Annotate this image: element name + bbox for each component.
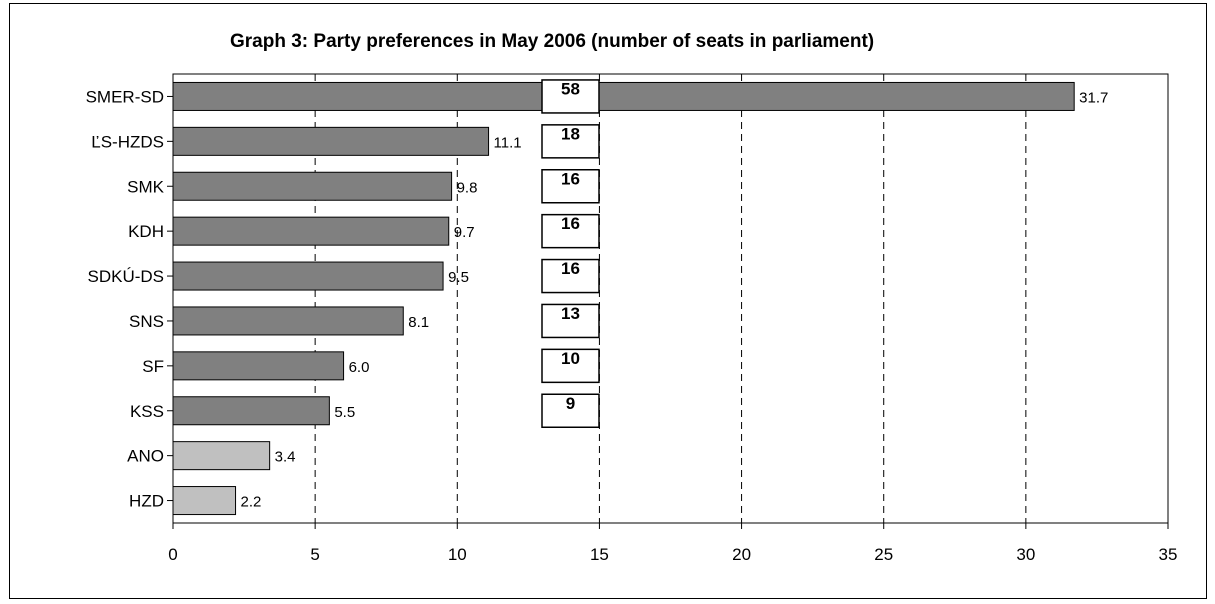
seat-box [541, 79, 600, 114]
category-label: HZD [129, 492, 164, 511]
seat-count: 16 [561, 169, 580, 188]
seat-box [541, 258, 600, 294]
seat-box [541, 124, 600, 159]
bar [172, 81, 1075, 111]
seat-count: 16 [561, 214, 580, 233]
seat-count: 13 [561, 304, 580, 323]
seat-box [541, 169, 600, 204]
data-label: 31.7 [1079, 89, 1108, 106]
seat-box [541, 348, 600, 384]
data-label: 2.2 [241, 494, 262, 511]
seat-box [541, 393, 600, 428]
bar [172, 441, 271, 471]
bar [172, 216, 450, 246]
axes [167, 73, 1169, 529]
seat-count: 58 [561, 79, 580, 98]
bar [172, 306, 404, 336]
category-label: KDH [128, 222, 164, 241]
x-tick-label: 20 [732, 545, 751, 564]
bar [172, 351, 345, 381]
data-label: 9.5 [448, 269, 469, 286]
category-label: ĽS-HZDS [91, 132, 164, 151]
bar [172, 171, 453, 201]
seat-box [541, 213, 600, 249]
category-label: KSS [130, 402, 164, 421]
data-label: 9.7 [454, 224, 475, 241]
x-tick-label: 35 [1159, 545, 1178, 564]
data-label: 11.1 [494, 134, 522, 151]
data-label: 5.5 [334, 404, 355, 421]
data-label: 6.0 [349, 359, 370, 376]
category-label: SNS [129, 312, 164, 331]
labels: 0 5 10 15 20 25 30 35 SMER-SD 31.7 ĽS-HZDS 11.1 SMK 9… [86, 87, 1178, 564]
seat-count: 18 [561, 124, 580, 143]
bars [172, 81, 1075, 516]
category-label: SMK [127, 177, 165, 196]
bar [172, 126, 490, 156]
seat-count: 16 [561, 259, 580, 278]
bar [172, 486, 237, 516]
data-label: 8.1 [408, 314, 429, 331]
x-tick-label: 15 [590, 545, 609, 564]
category-label: SMER-SD [86, 87, 164, 106]
x-tick-label: 25 [874, 545, 893, 564]
category-label: ANO [127, 447, 164, 466]
category-label: SF [142, 357, 164, 376]
seat-boxes: 58 18 16 16 16 13 10 9 [541, 79, 600, 428]
data-label: 3.4 [275, 449, 296, 466]
x-tick-label: 0 [168, 545, 177, 564]
category-label: SDKÚ-DS [87, 267, 164, 286]
plot-area [172, 73, 1169, 524]
chart-title: Graph 3: Party preferences in May 2006 (… [230, 31, 875, 52]
data-label: 9.8 [457, 179, 478, 196]
x-tick-label: 30 [1016, 545, 1035, 564]
bar [172, 261, 444, 291]
seat-box [541, 303, 600, 339]
x-tick-label: 5 [310, 545, 319, 564]
x-tick-label: 10 [448, 545, 467, 564]
seat-count: 10 [561, 349, 580, 368]
bar [172, 396, 330, 426]
seat-count: 9 [566, 394, 575, 413]
